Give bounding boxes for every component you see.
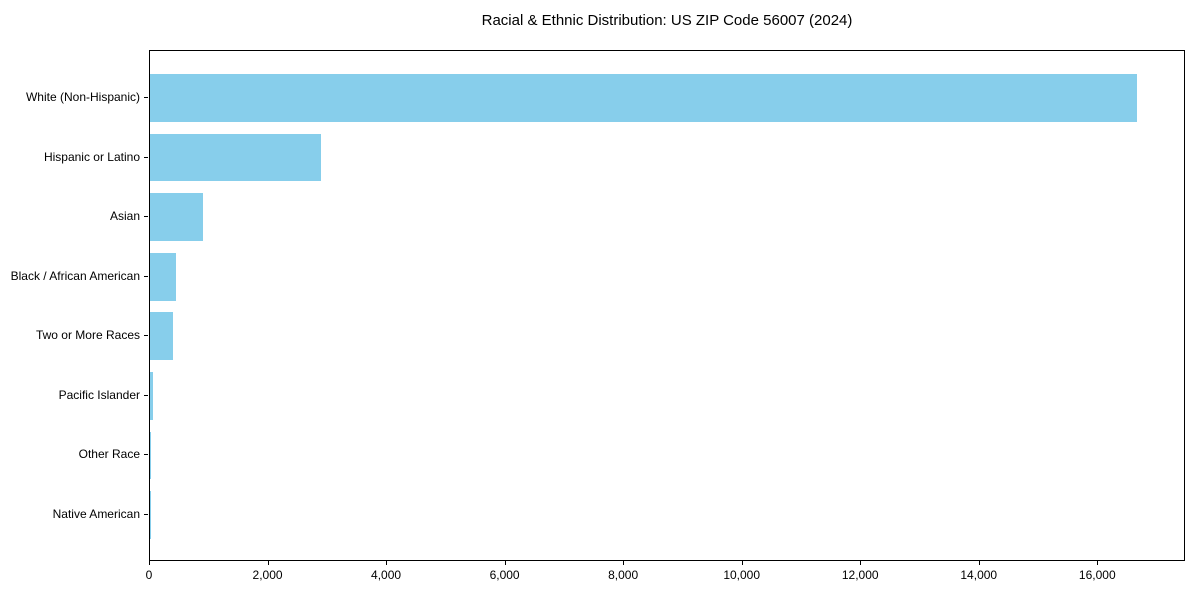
y-tick-label: Native American — [52, 506, 140, 521]
x-tick-label: 10,000 — [723, 568, 761, 582]
x-tick-mark — [504, 561, 506, 565]
y-tick-label: Other Race — [78, 447, 140, 462]
y-tick-label: White (Non-Hispanic) — [25, 90, 140, 105]
y-tick-mark — [144, 97, 148, 99]
x-tick-mark — [1097, 561, 1099, 565]
bar-asian — [150, 193, 204, 241]
x-tick-label: 8,000 — [608, 568, 639, 582]
x-tick-mark — [623, 561, 625, 565]
y-tick-mark — [144, 335, 148, 337]
y-tick-label: Two or More Races — [35, 328, 140, 343]
x-tick-label: 16,000 — [1078, 568, 1116, 582]
bar-pacific-islander — [150, 372, 153, 420]
y-tick-mark — [144, 394, 148, 396]
bar-two-or-more-races — [150, 312, 174, 361]
y-tick-label: Asian — [109, 209, 140, 224]
plot-area — [149, 50, 1185, 561]
x-tick-label: 12,000 — [841, 568, 879, 582]
y-tick-mark — [144, 513, 148, 515]
x-tick-label: 4,000 — [371, 568, 402, 582]
bar-hispanic-or-latino — [150, 133, 322, 182]
x-tick-mark — [149, 561, 150, 565]
bar-black-african-american — [150, 252, 177, 301]
y-tick-mark — [144, 156, 148, 158]
x-tick-mark — [267, 561, 269, 565]
x-tick-mark — [741, 561, 743, 565]
y-tick-mark — [144, 216, 148, 218]
y-tick-mark — [144, 275, 148, 277]
x-tick-label: 0 — [145, 568, 153, 582]
x-tick-mark — [860, 561, 862, 565]
x-tick-label: 6,000 — [489, 568, 520, 582]
x-tick-mark — [386, 561, 388, 565]
x-tick-label: 14,000 — [960, 568, 998, 582]
x-tick-mark — [978, 561, 980, 565]
bar-other-race — [150, 431, 151, 480]
bar-white-non-hispanic — [150, 74, 1138, 122]
y-tick-mark — [144, 454, 148, 456]
y-tick-label: Black / African American — [10, 268, 140, 283]
y-tick-label: Hispanic or Latino — [43, 149, 140, 164]
x-tick-label: 2,000 — [252, 568, 283, 582]
chart-title: Racial & Ethnic Distribution: US ZIP Cod… — [481, 12, 853, 29]
y-tick-label: Pacific Islander — [58, 387, 140, 402]
